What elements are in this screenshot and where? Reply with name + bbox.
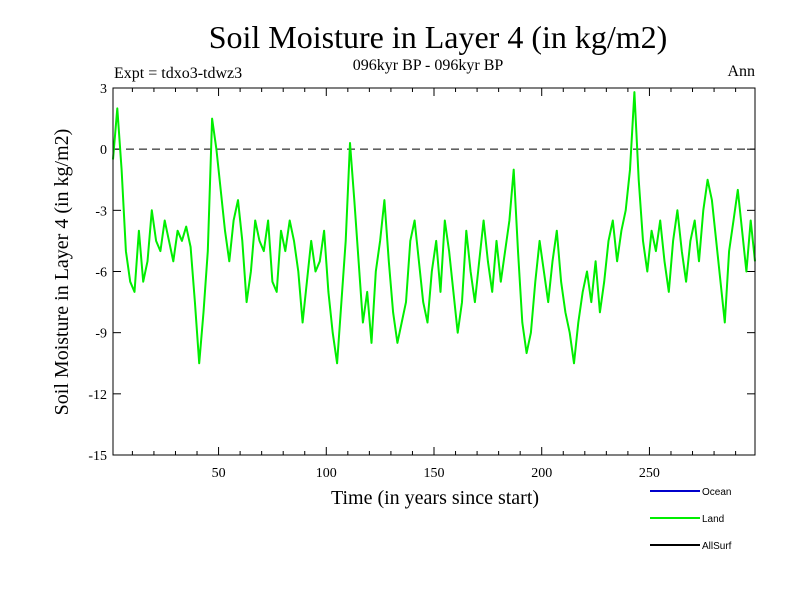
chart-subtitle: 096kyr BP - 096kyr BP (353, 57, 504, 74)
x-tick-label: 100 (316, 466, 337, 481)
plot-frame (112, 87, 756, 456)
season-label: Ann (727, 63, 755, 80)
legend-label: Ocean (702, 487, 731, 498)
series-line-land (112, 91, 756, 365)
legend: Ocean Land AllSurf (650, 487, 732, 552)
y-tick-label: -15 (88, 449, 107, 464)
y-tick-label: -12 (88, 388, 107, 403)
experiment-label: Expt = tdxo3-tdwz3 (114, 65, 242, 82)
x-tick-label: 250 (639, 466, 660, 481)
y-tick-label: -9 (95, 327, 107, 342)
y-tick-label: 3 (100, 82, 107, 97)
y-tick-label: -3 (95, 204, 107, 219)
legend-label: AllSurf (702, 541, 732, 552)
x-tick-label: 150 (424, 466, 445, 481)
x-axis-label: Time (in years since start) (331, 487, 539, 509)
y-tick-label: -6 (95, 266, 107, 281)
chart-title: Soil Moisture in Layer 4 (in kg/m2) (209, 19, 668, 55)
x-tick-label: 50 (212, 466, 226, 481)
y-axis-label: Soil Moisture in Layer 4 (in kg/m2) (51, 129, 73, 416)
x-tick-label: 200 (531, 466, 552, 481)
legend-label: Land (702, 514, 724, 525)
axis-ticks: 3 0 -3 -6 -9 -12 -15 50 100 150 200 250 (88, 82, 755, 481)
y-tick-label: 0 (100, 143, 107, 158)
